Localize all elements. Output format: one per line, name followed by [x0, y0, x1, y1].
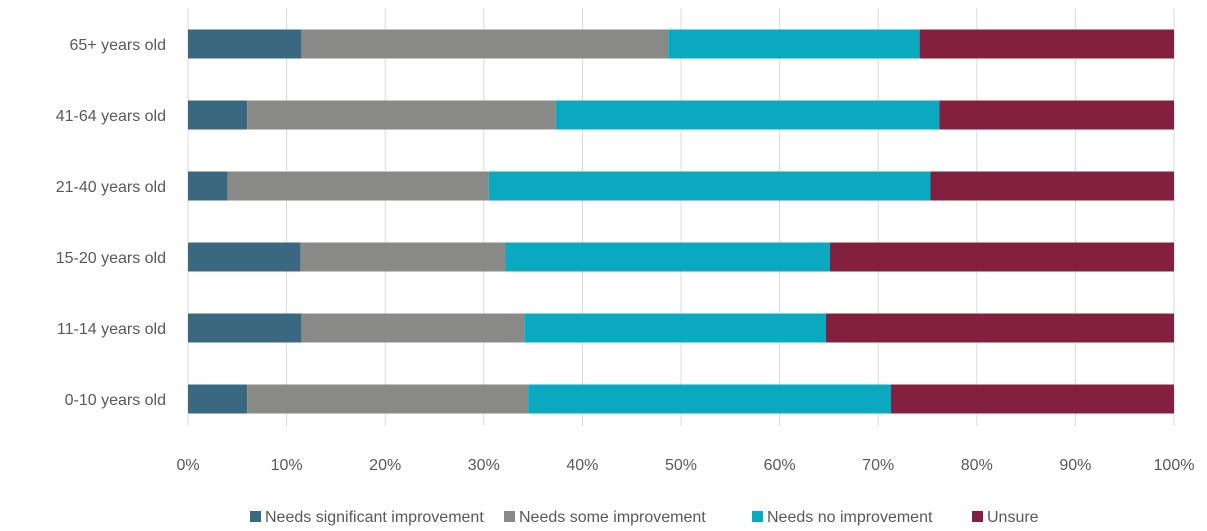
legend-swatch — [972, 511, 983, 522]
category-label: 65+ years old — [69, 37, 166, 54]
bar-segment — [188, 313, 302, 343]
bar-segment — [188, 384, 248, 414]
bar-segment — [188, 171, 228, 201]
bar-segment — [919, 29, 1174, 59]
bar-segment — [300, 242, 506, 272]
bar-segment — [930, 171, 1174, 201]
gridlines — [187, 8, 1175, 426]
category-label: 0-10 years old — [65, 392, 166, 409]
legend-swatch — [504, 511, 515, 522]
x-tick-label: 50% — [665, 457, 697, 474]
category-label: 15-20 years old — [56, 250, 166, 267]
bar-segment — [555, 100, 940, 130]
x-tick-label: 30% — [468, 457, 500, 474]
bars — [188, 29, 1174, 414]
x-tick-label: 0% — [176, 457, 199, 474]
bar-segment — [488, 171, 931, 201]
bar-segment — [528, 384, 892, 414]
x-tick-label: 80% — [961, 457, 993, 474]
bar-segment — [825, 313, 1174, 343]
bar-segment — [939, 100, 1174, 130]
category-label: 11-14 years old — [57, 321, 166, 338]
legend: Needs significant improvement Needs some … — [250, 509, 1039, 526]
x-tick-label: 100% — [1154, 457, 1195, 474]
bar-segment — [188, 100, 248, 130]
bar-segment — [891, 384, 1174, 414]
legend-label: Needs significant improvement — [265, 509, 484, 526]
bar-segment — [301, 313, 525, 343]
category-labels: 65+ years old 41-64 years old 21-40 years … — [56, 37, 166, 409]
x-tick-label: 10% — [271, 457, 303, 474]
category-label: 41-64 years old — [56, 108, 166, 125]
bar-segment — [227, 171, 489, 201]
x-tick-label: 60% — [764, 457, 796, 474]
bar-segment — [524, 313, 826, 343]
legend-swatch — [752, 511, 763, 522]
x-tick-label: 40% — [566, 457, 598, 474]
bar-segment — [188, 242, 301, 272]
category-label: 21-40 years old — [56, 179, 166, 196]
bar-segment — [668, 29, 920, 59]
bar-segment — [301, 29, 669, 59]
bar-segment — [188, 29, 302, 59]
legend-label: Unsure — [987, 509, 1039, 526]
bar-segment — [247, 100, 556, 130]
x-tick-label: 70% — [862, 457, 894, 474]
legend-swatch — [250, 511, 261, 522]
x-axis-tick-labels: 0% 10% 20% 30% 40% 50% 60% 70% 80% 90% 100% — [176, 457, 1194, 474]
x-tick-label: 20% — [369, 457, 401, 474]
legend-label: Needs some improvement — [519, 509, 706, 526]
bar-segment — [829, 242, 1174, 272]
x-tick-label: 90% — [1059, 457, 1091, 474]
bar-segment — [247, 384, 529, 414]
bar-segment — [505, 242, 830, 272]
legend-label: Needs no improvement — [767, 509, 933, 526]
